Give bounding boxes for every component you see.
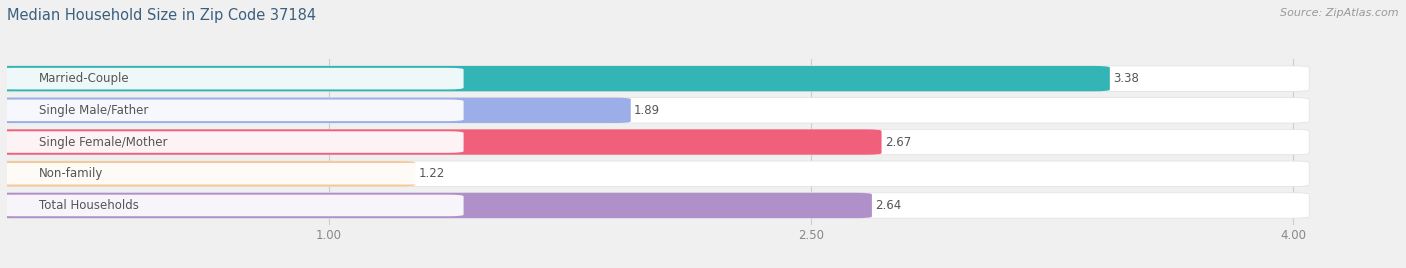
Text: 3.38: 3.38 [1114,72,1139,85]
FancyBboxPatch shape [0,129,1309,155]
FancyBboxPatch shape [0,66,1109,91]
FancyBboxPatch shape [0,161,1309,187]
FancyBboxPatch shape [0,98,1309,123]
FancyBboxPatch shape [0,98,631,123]
FancyBboxPatch shape [0,193,1309,218]
FancyBboxPatch shape [0,129,882,155]
FancyBboxPatch shape [0,131,464,153]
FancyBboxPatch shape [0,193,872,218]
Text: Median Household Size in Zip Code 37184: Median Household Size in Zip Code 37184 [7,8,316,23]
FancyBboxPatch shape [0,161,415,187]
Text: Married-Couple: Married-Couple [39,72,129,85]
Text: Non-family: Non-family [39,167,104,180]
Text: 1.89: 1.89 [634,104,659,117]
Text: Source: ZipAtlas.com: Source: ZipAtlas.com [1281,8,1399,18]
FancyBboxPatch shape [0,99,464,121]
FancyBboxPatch shape [0,195,464,216]
FancyBboxPatch shape [0,66,1309,91]
Text: Single Male/Father: Single Male/Father [39,104,149,117]
Text: Single Female/Mother: Single Female/Mother [39,136,167,148]
Text: 2.64: 2.64 [875,199,901,212]
Text: Total Households: Total Households [39,199,139,212]
Text: 1.22: 1.22 [419,167,444,180]
FancyBboxPatch shape [0,163,464,185]
FancyBboxPatch shape [0,68,464,90]
Text: 2.67: 2.67 [884,136,911,148]
